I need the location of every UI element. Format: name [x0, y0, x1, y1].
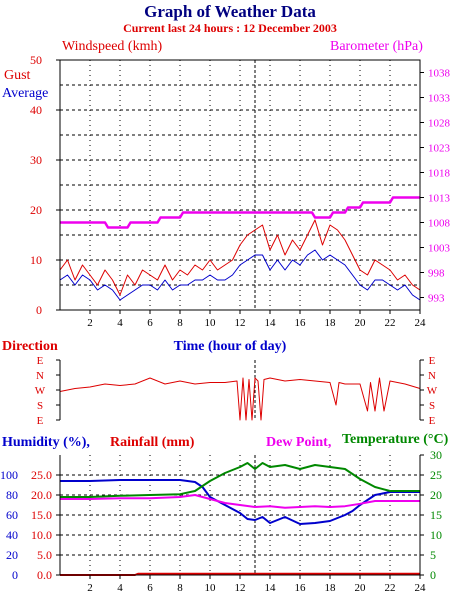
temperature-tick-label: 5 — [430, 548, 436, 562]
humidity-panel-series-dew-point — [60, 494, 420, 509]
wind-x-tick-label: 14 — [265, 317, 277, 329]
wind-y-tick-label: 40 — [30, 103, 42, 117]
direction-right-tick-label: N — [428, 370, 436, 382]
rainfall-tick-label: 20.0 — [31, 488, 52, 502]
wind-x-tick-label: 18 — [325, 317, 337, 329]
humidity-tick-label: 20 — [6, 548, 18, 562]
chart-subtitle: Current last 24 hours : 12 December 2003 — [123, 21, 337, 35]
barometer-tick-label: 1003 — [428, 243, 451, 255]
wind-series-group — [59, 196, 421, 301]
humidity-panel-series-humidity — [60, 479, 420, 525]
direction-left-tick-label: W — [35, 385, 46, 397]
barometer-tick-label: 1018 — [428, 168, 451, 180]
direction-right-tick-label: W — [427, 385, 438, 397]
wind-y-tick-label: 50 — [30, 53, 42, 67]
wind-y-tick-label: 10 — [30, 253, 42, 267]
humidity-x-tick-label: 22 — [385, 582, 396, 594]
wind-x-tick-label: 6 — [147, 317, 153, 329]
humidity-x-tick-label: 6 — [147, 582, 153, 594]
wind-x-tick-label: 16 — [295, 317, 307, 329]
humidity-x-tick-label: 10 — [205, 582, 217, 594]
barometer-tick-label: 1013 — [428, 193, 451, 205]
humidity-x-tick-label: 2 — [87, 582, 93, 594]
rainfall-tick-label: 0.0 — [37, 568, 52, 582]
temperature-label: Temperature (°C) — [342, 432, 449, 447]
wind-series-barometer — [60, 196, 420, 229]
humidity-tick-label: 60 — [6, 508, 18, 522]
chart-title: Graph of Weather Data — [144, 2, 316, 21]
wind-x-tick-label: 20 — [355, 317, 367, 329]
direction-right-tick-label: S — [429, 400, 435, 412]
temperature-tick-label: 25 — [430, 468, 442, 482]
wind-x-tick-label: 22 — [385, 317, 396, 329]
temperature-tick-label: 10 — [430, 528, 442, 542]
humidity-gridlines — [60, 455, 420, 576]
humidity-x-tick-label: 24 — [415, 582, 427, 594]
humidity-tick-label: 0 — [12, 568, 18, 582]
rainfall-tick-label: 10.0 — [31, 528, 52, 542]
humidity-x-tick-label: 16 — [295, 582, 307, 594]
direction-left-tick-label: E — [37, 355, 44, 367]
humidity-panel-series-temperature — [60, 462, 420, 498]
humidity-tick-label: 80 — [6, 488, 18, 502]
barometer-tick-label: 1023 — [428, 143, 451, 155]
direction-left-tick-label: N — [36, 370, 44, 382]
wind-x-tick-label: 2 — [87, 317, 93, 329]
barometer-tick-label: 993 — [428, 293, 445, 305]
direction-right-tick-label: E — [429, 355, 436, 367]
direction-right-tick-label: E — [429, 415, 436, 427]
humidity-x-tick-label: 12 — [235, 582, 246, 594]
wind-series-gust — [59, 219, 421, 296]
barometer-tick-label: 998 — [428, 268, 445, 280]
humidity-x-tick-label: 14 — [265, 582, 277, 594]
rainfall-tick-label: 15.0 — [31, 508, 52, 522]
temperature-tick-label: 0 — [430, 568, 436, 582]
time-axis-label: Time (hour of day) — [174, 339, 287, 354]
humidity-tick-label: 40 — [6, 528, 18, 542]
barometer-tick-label: 1033 — [428, 93, 451, 105]
barometer-axis-label: Barometer (hPa) — [330, 39, 423, 54]
humidity-tick-label: 100 — [0, 468, 18, 482]
wind-x-tick-label: 8 — [177, 317, 183, 329]
wind-axes: 0102030405099399810031008101310181023102… — [30, 53, 451, 329]
direction-series — [59, 377, 421, 421]
humidity-x-tick-label: 20 — [355, 582, 367, 594]
humidity-label: Humidity (%), — [2, 435, 90, 450]
windspeed-axis-label: Windspeed (kmh) — [62, 39, 162, 54]
barometer-tick-label: 1038 — [428, 68, 451, 80]
temperature-tick-label: 20 — [430, 488, 442, 502]
wind-gridlines — [60, 60, 420, 310]
temperature-tick-label: 30 — [430, 448, 442, 462]
humidity-x-tick-label: 4 — [117, 582, 123, 594]
wind-y-tick-label: 20 — [30, 203, 42, 217]
wind-x-tick-label: 10 — [205, 317, 217, 329]
average-legend-label: Average — [2, 86, 48, 101]
direction-left-tick-label: S — [37, 400, 43, 412]
barometer-tick-label: 1028 — [428, 118, 451, 130]
wind-series-average — [59, 249, 421, 301]
gust-legend-label: Gust — [4, 68, 31, 83]
rainfall-tick-label: 5.0 — [37, 548, 52, 562]
humidity-x-tick-label: 8 — [177, 582, 183, 594]
humidity-axes: 0 20 40 60 80 100 0.0 5.0 10.0 15.0 20.0 25.0 0 5 10 15… — [0, 448, 442, 594]
dew-point-label: Dew Point, — [266, 435, 331, 450]
wind-y-tick-label: 30 — [30, 153, 42, 167]
rainfall-tick-label: 25.0 — [31, 468, 52, 482]
humidity-series-group — [60, 462, 420, 576]
direction-left-tick-label: E — [37, 415, 44, 427]
barometer-tick-label: 1008 — [428, 218, 451, 230]
wind-x-tick-label: 4 — [117, 317, 123, 329]
direction-label: Direction — [2, 339, 58, 354]
humidity-x-tick-label: 18 — [325, 582, 337, 594]
wind-x-tick-label: 24 — [415, 317, 427, 329]
rainfall-label: Rainfall (mm) — [110, 435, 195, 450]
wind-x-tick-label: 12 — [235, 317, 246, 329]
temperature-tick-label: 15 — [430, 508, 442, 522]
wind-y-tick-label: 0 — [36, 303, 42, 317]
